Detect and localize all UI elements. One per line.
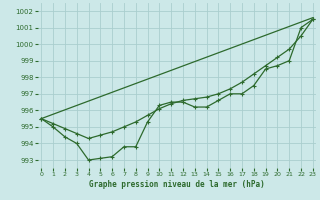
X-axis label: Graphe pression niveau de la mer (hPa): Graphe pression niveau de la mer (hPa) — [89, 180, 265, 189]
